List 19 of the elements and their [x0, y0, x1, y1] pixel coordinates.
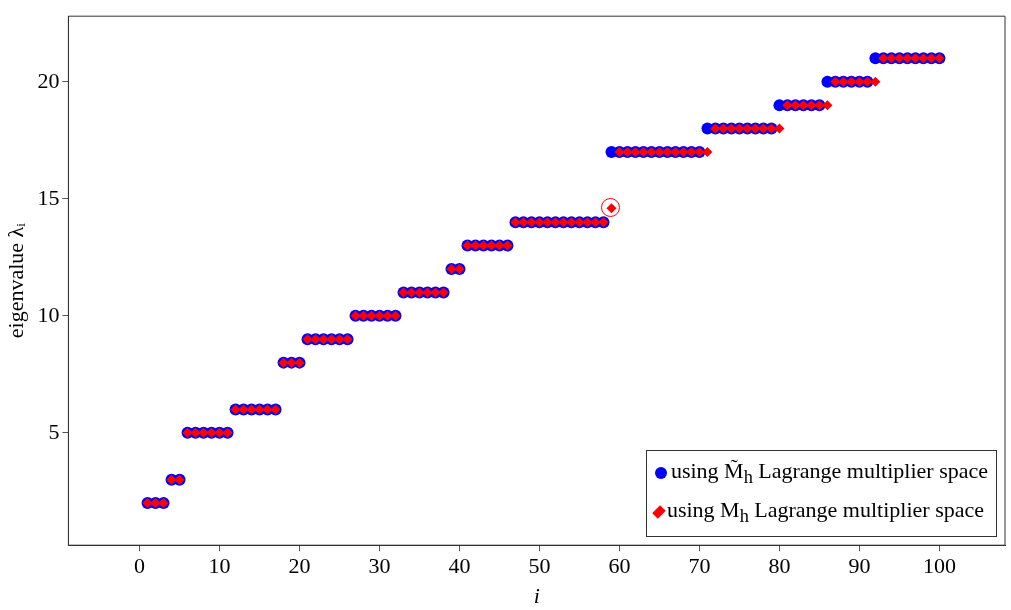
x-tick-label: 70 [688, 553, 711, 579]
y-tick-label: 5 [48, 418, 60, 444]
x-tick-label: 80 [768, 553, 791, 579]
legend-label: using M̃$_{h}$ Lagrange multiplier space [670, 458, 988, 488]
x-tick-label: 60 [608, 553, 631, 579]
x-axis-title: i [533, 582, 540, 608]
y-axis-title: eigenvalue λᵢ [2, 222, 28, 339]
x-tick-label: 40 [448, 553, 471, 579]
x-tick-label: 50 [528, 553, 551, 579]
x-tick-label: 30 [368, 553, 391, 579]
legend-label: using M$_{h}$ Lagrange multiplier space [666, 496, 984, 527]
x-tick-label: 10 [208, 553, 231, 579]
x-tick-label: 90 [848, 553, 871, 579]
x-tick-label: 0 [134, 553, 146, 579]
y-tick-label: 15 [37, 184, 60, 210]
x-tick-label: 20 [288, 553, 311, 579]
y-tick-label: 10 [37, 301, 60, 327]
x-tick-label: 100 [922, 553, 956, 579]
y-tick-label: 20 [37, 67, 60, 93]
